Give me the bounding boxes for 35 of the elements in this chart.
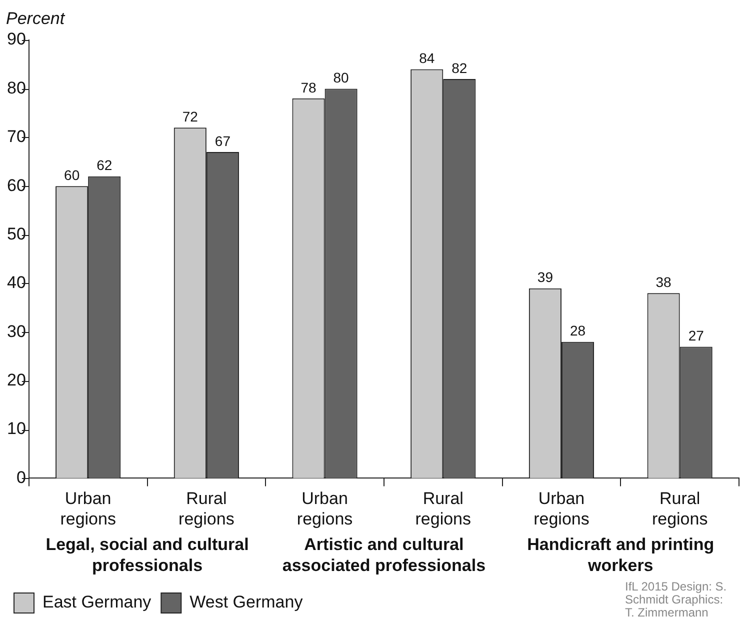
y-tick-label: 0 [16, 468, 26, 487]
x-tick-label: Urban regions [60, 489, 116, 528]
text: Handicraft and printing workers [527, 535, 714, 576]
data-label: 80 [333, 70, 350, 86]
x-tick-label: Rural regions [415, 489, 472, 528]
y-tick-label: 70 [6, 127, 26, 146]
text: IfL 2015 Design: S. Schmidt Graphics: T. Zimmermann [625, 579, 727, 620]
y-tick-label: 90 [6, 30, 26, 49]
y-axis-title: Percent [6, 9, 66, 28]
y-tick-label: 40 [6, 273, 26, 292]
data-label: 62 [96, 157, 112, 174]
data-label: 60 [64, 166, 80, 183]
y-tick-label: 30 [6, 322, 26, 341]
data-label: 84 [419, 50, 435, 66]
data-label: 27 [688, 328, 704, 344]
y-tick-label: 10 [6, 419, 26, 438]
data-label: 39 [537, 269, 554, 286]
data-label: 78 [300, 79, 317, 96]
data-label: 72 [182, 108, 198, 124]
text: Artistic and cultural associated professionals [282, 535, 486, 576]
data-label: 67 [214, 132, 231, 149]
y-tick-label: 80 [6, 78, 26, 98]
x-tick-label: Urban regions [296, 489, 353, 528]
y-tick-label: 20 [6, 370, 26, 390]
x-tick-label: Rural regions [652, 489, 708, 528]
x-tick-label: Rural regions [178, 489, 234, 528]
data-label: 82 [452, 60, 468, 76]
legend-label: West Germany [190, 592, 304, 612]
text: Legal, social and cultural professionals [46, 535, 249, 576]
y-tick-label: 50 [6, 224, 26, 244]
x-tick-label: Urban regions [534, 489, 590, 528]
data-label: 38 [656, 274, 672, 290]
data-label: 28 [570, 322, 586, 339]
y-tick-label: 60 [6, 176, 26, 195]
legend-label: East Germany [42, 592, 152, 612]
